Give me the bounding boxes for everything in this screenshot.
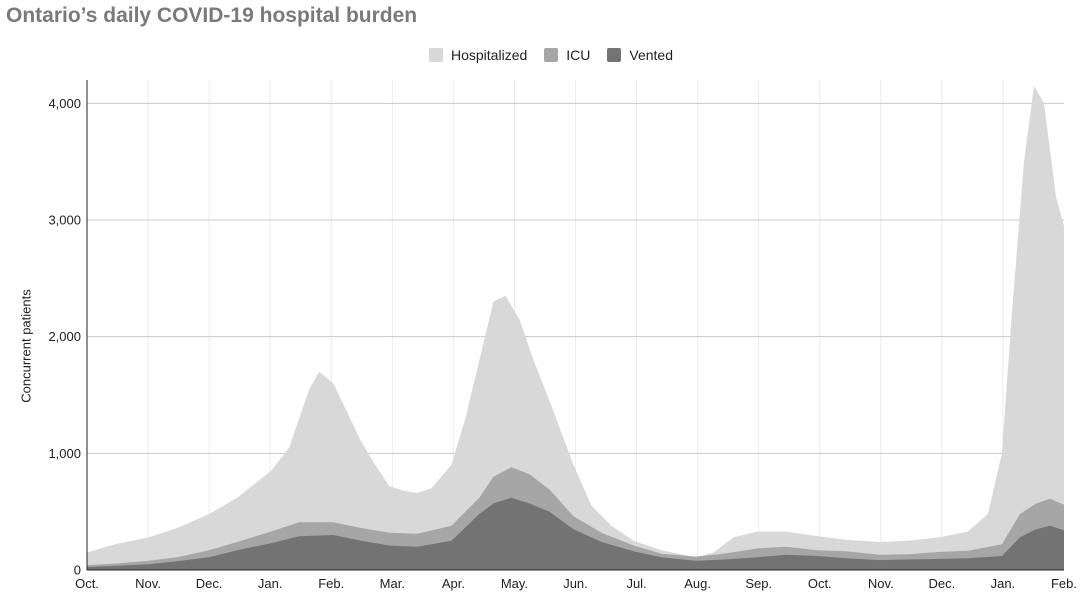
area-vented [87, 497, 1064, 570]
chart-title: Ontario’s daily COVID-19 hospital burden [6, 4, 418, 27]
legend-label-hospitalized: Hospitalized [451, 47, 528, 63]
legend-label-vented: Vented [629, 47, 673, 63]
y-tick-label: 1,000 [48, 446, 81, 461]
x-tick-label: Jul. [626, 576, 646, 591]
legend: Hospitalized ICU Vented [429, 47, 690, 63]
legend-swatch-hospitalized [429, 48, 443, 62]
legend-item-icu[interactable]: ICU [544, 47, 590, 63]
x-tick-label: Oct. [75, 576, 99, 591]
y-tick-label: 3,000 [48, 213, 81, 228]
x-tick-label: Mar. [380, 576, 405, 591]
x-tick-label: Jun. [563, 576, 588, 591]
x-tick-label: Jan. [991, 576, 1016, 591]
area-layer [87, 85, 1064, 571]
x-tick-label: Jan. [258, 576, 283, 591]
legend-item-hospitalized[interactable]: Hospitalized [429, 47, 527, 63]
legend-swatch-icu [544, 48, 559, 62]
legend-swatch-vented [607, 48, 622, 62]
x-tick-label: Feb. [1051, 576, 1077, 591]
x-tick-label: Nov. [135, 576, 161, 591]
x-tick-label: Oct. [808, 576, 832, 591]
axis-layer: 0 1,000 2,000 3,000 4,000 Oct. Nov. Dec. Jan. Feb… [48, 80, 1077, 591]
x-tick-label: Aug. [684, 576, 711, 591]
area-hospitalized [87, 85, 1064, 571]
y-tick-label: 0 [74, 563, 81, 578]
x-tick-label: Dec. [929, 576, 956, 591]
legend-item-vented[interactable]: Vented [607, 47, 673, 63]
x-tick-label: Feb. [318, 576, 344, 591]
x-tick-label: Dec. [196, 576, 223, 591]
y-tick-label: 4,000 [48, 96, 81, 111]
x-tick-label: May. [501, 576, 528, 591]
x-tick-label: Apr. [442, 576, 465, 591]
x-tick-label: Sep. [745, 576, 772, 591]
x-tick-label: Nov. [868, 576, 894, 591]
legend-label-icu: ICU [566, 47, 591, 63]
y-tick-label: 2,000 [48, 329, 81, 344]
